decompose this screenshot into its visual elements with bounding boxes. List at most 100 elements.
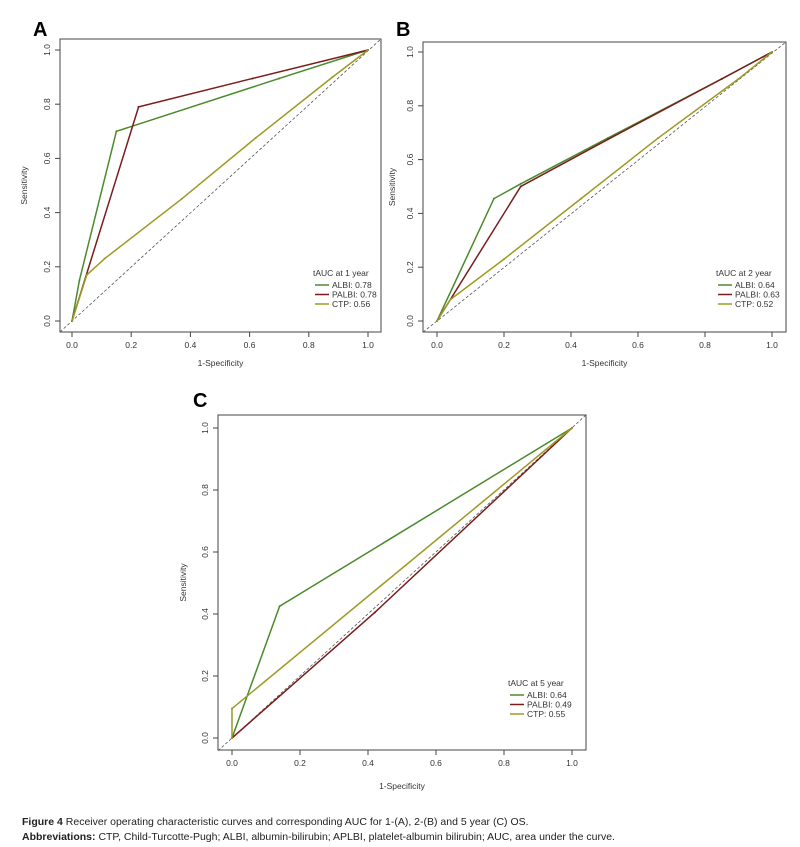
legend-entry: ALBI: 0.78 <box>332 280 372 290</box>
x-tick-label: 0.2 <box>498 340 510 350</box>
x-tick-label: 0.4 <box>184 340 196 350</box>
y-tick-label: 0.2 <box>42 261 52 273</box>
x-tick-label: 1.0 <box>766 340 778 350</box>
reference-diagonal <box>217 414 587 752</box>
x-tick-label: 1.0 <box>362 340 374 350</box>
x-tick-label: 0.6 <box>244 340 256 350</box>
legend-entry: CTP: 0.52 <box>735 299 774 309</box>
roc-point <box>231 737 233 739</box>
legend-entry: ALBI: 0.64 <box>735 280 775 290</box>
x-tick-label: 0.6 <box>632 340 644 350</box>
roc-point <box>78 279 81 282</box>
panel-label-A: A <box>33 19 47 41</box>
roc-point <box>331 76 334 79</box>
legend-title: tAUC at 2 year <box>716 268 772 278</box>
roc-point <box>71 320 73 322</box>
legend-entry: ALBI: 0.64 <box>527 690 567 700</box>
roc-point <box>231 707 233 710</box>
legend-title: tAUC at 5 year <box>508 678 564 688</box>
roc-point <box>103 257 106 260</box>
y-tick-label: 1.0 <box>42 44 52 56</box>
y-tick-label: 0.0 <box>42 315 52 327</box>
x-tick-label: 0.0 <box>66 340 78 350</box>
x-tick-label: 0.2 <box>125 340 137 350</box>
y-tick-label: 0.2 <box>200 670 210 682</box>
figure-label: Figure 4 <box>22 816 63 828</box>
x-tick-label: 0.2 <box>294 758 306 768</box>
plot-frame <box>59 38 382 333</box>
x-tick-label: 1.0 <box>566 758 578 768</box>
x-tick-label: 0.4 <box>362 758 374 768</box>
x-tick-label: 0.0 <box>226 758 238 768</box>
x-tick-label: 0.4 <box>565 340 577 350</box>
x-tick-label: 0.8 <box>699 340 711 350</box>
y-tick-label: 0.6 <box>200 546 210 558</box>
roc-point <box>519 185 522 188</box>
roc-point <box>449 298 452 301</box>
y-tick-label: 0.6 <box>42 152 52 164</box>
y-tick-label: 0.2 <box>405 261 415 273</box>
roc-point <box>367 49 369 51</box>
x-tick-label: 0.6 <box>430 758 442 768</box>
roc-point <box>737 77 740 80</box>
abbreviations-text: CTP, Child-Turcotte-Pugh; ALBI, albumin-… <box>98 831 615 843</box>
abbreviations: Abbreviations: CTP, Child-Turcotte-Pugh;… <box>22 831 615 843</box>
y-axis-label: Sensitivity <box>178 563 188 602</box>
legend-entry: CTP: 0.56 <box>332 299 371 309</box>
y-tick-label: 0.4 <box>42 206 52 218</box>
y-tick-label: 0.0 <box>405 315 415 327</box>
roc-point <box>657 137 660 140</box>
roc-point <box>503 258 505 261</box>
roc-curve-palbi <box>71 49 369 322</box>
y-tick-label: 0.4 <box>405 207 415 219</box>
x-tick-label: 0.0 <box>431 340 443 350</box>
roc-point <box>85 273 88 276</box>
y-axis-label: Sensitivity <box>387 167 397 206</box>
x-axis-label: 1-Specificity <box>582 358 629 368</box>
roc-point <box>519 182 522 185</box>
x-axis-label: 1-Specificity <box>198 358 245 368</box>
y-tick-label: 1.0 <box>405 46 415 58</box>
roc-point <box>278 77 281 80</box>
roc-point <box>436 320 438 322</box>
roc-point <box>571 427 573 429</box>
roc-point <box>492 197 495 200</box>
roc-point <box>373 611 376 614</box>
roc-point <box>580 197 583 200</box>
legend-entry: PALBI: 0.78 <box>332 290 377 300</box>
y-tick-label: 0.8 <box>405 100 415 112</box>
legend-entry: CTP: 0.55 <box>527 709 566 719</box>
x-tick-label: 0.8 <box>303 340 315 350</box>
x-tick-label: 0.8 <box>498 758 510 768</box>
y-tick-label: 0.0 <box>200 732 210 744</box>
figure-caption-text: Receiver operating characteristic curves… <box>65 816 529 828</box>
roc-point <box>720 77 723 80</box>
y-tick-label: 0.4 <box>200 608 210 620</box>
reference-diagonal <box>422 41 787 333</box>
roc-point <box>115 130 118 133</box>
figure-caption: Figure 4 Receiver operating characterist… <box>22 816 529 828</box>
legend-entry: PALBI: 0.63 <box>735 290 780 300</box>
reference-diagonal <box>59 38 382 333</box>
roc-point <box>254 137 257 140</box>
panel-label-B: B <box>396 19 410 41</box>
abbreviations-label: Abbreviations: <box>22 831 96 843</box>
legend-entry: PALBI: 0.49 <box>527 700 572 710</box>
panel-label-C: C <box>193 390 207 412</box>
roc-point <box>606 138 609 141</box>
plot-frame <box>217 414 587 751</box>
roc-point <box>137 105 140 108</box>
roc-point <box>771 51 773 53</box>
legend-title: tAUC at 1 year <box>313 268 369 278</box>
plot-frame <box>422 41 787 333</box>
y-tick-label: 1.0 <box>200 422 210 434</box>
x-axis-label: 1-Specificity <box>379 781 426 791</box>
y-tick-label: 0.8 <box>200 484 210 496</box>
y-tick-label: 0.6 <box>405 153 415 165</box>
roc-point <box>278 605 281 608</box>
y-tick-label: 0.8 <box>42 98 52 110</box>
y-axis-label: Sensitivity <box>19 166 29 205</box>
roc-point <box>251 77 254 80</box>
roc-point <box>180 198 183 201</box>
